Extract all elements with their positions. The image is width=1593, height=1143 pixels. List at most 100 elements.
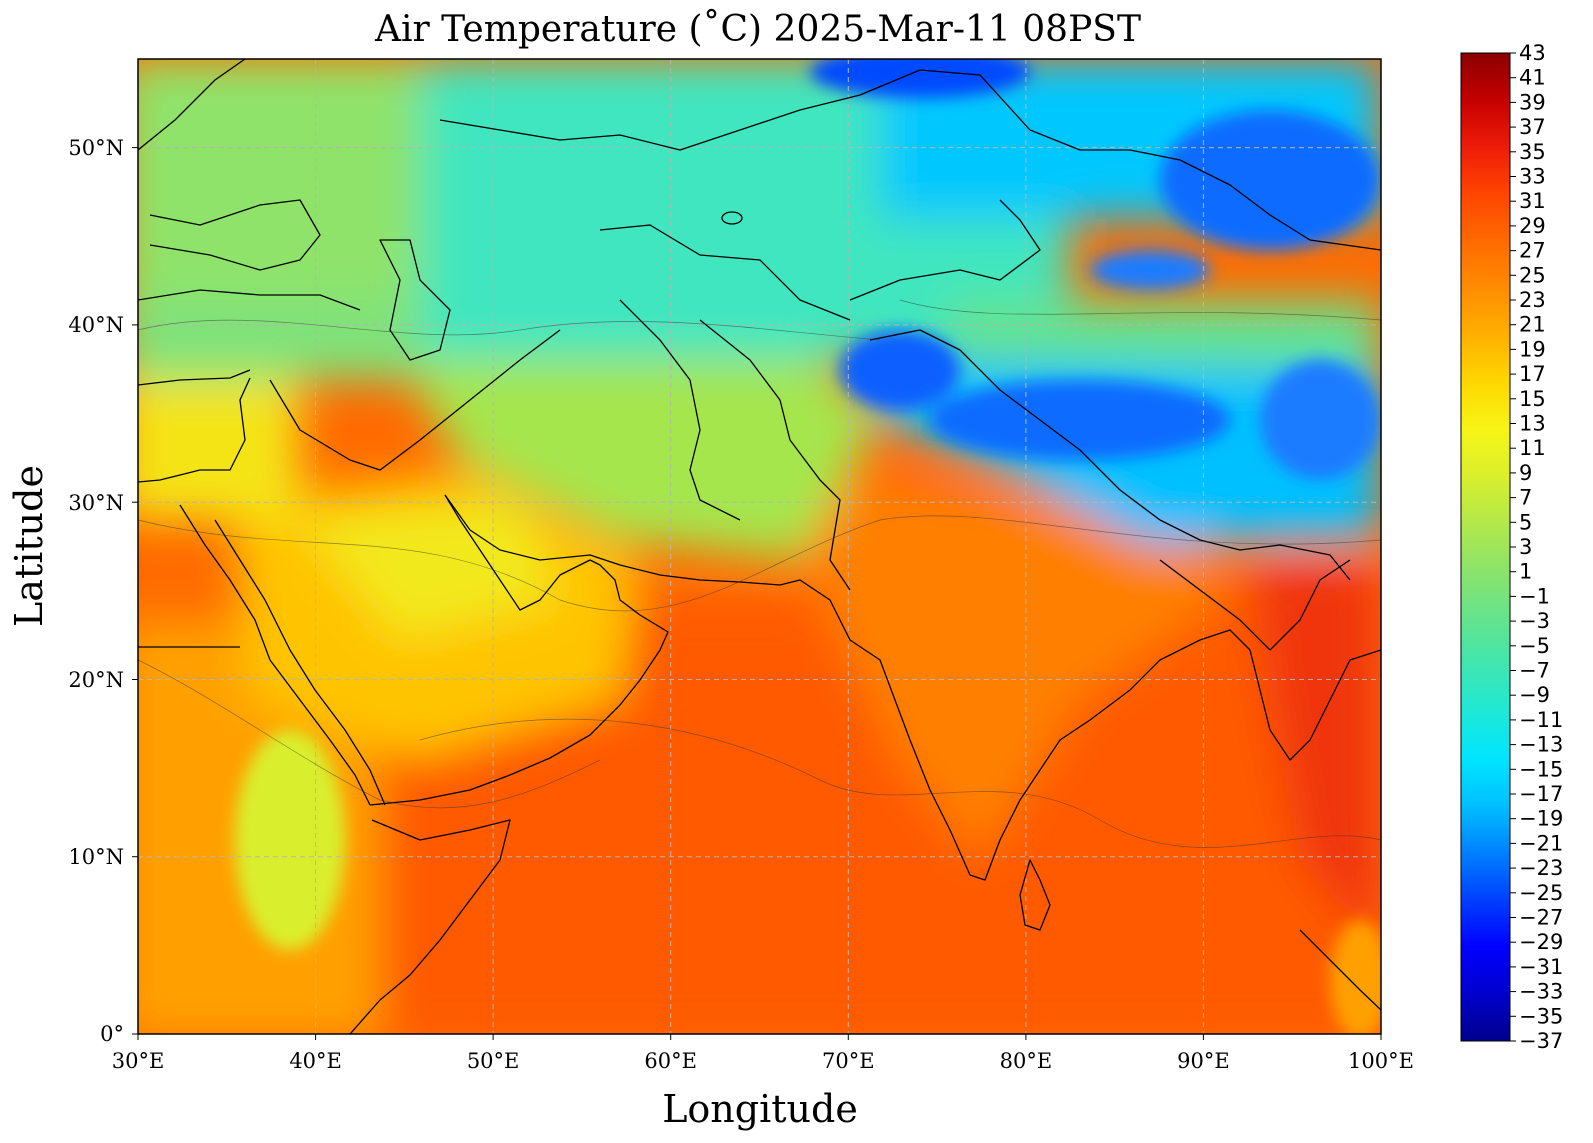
colorbar-tick-label: −5	[1519, 634, 1550, 658]
colorbar-tick-label: −19	[1519, 807, 1563, 831]
colorbar-tick-label: 1	[1519, 560, 1532, 584]
isotherm-3	[899, 299, 1381, 321]
field-core-mongolia	[1160, 110, 1380, 250]
y-tick-label: 10°N	[68, 845, 124, 869]
colorbar-tick-label: 27	[1519, 239, 1546, 263]
field-southeast-asia	[1250, 560, 1380, 950]
field-core-north	[810, 59, 1030, 98]
colorbar-tick-label: −9	[1519, 683, 1550, 707]
border-iran-afghan	[619, 299, 741, 521]
colorbar-ticks: 434139373533312927252321191715131197531−…	[1510, 41, 1563, 1053]
x-tick-label: 30°E	[112, 1049, 165, 1073]
colorbar-tick-label: −1	[1519, 584, 1550, 608]
colorbar: 434139373533312927252321191715131197531−…	[1460, 41, 1563, 1053]
colorbar-tick-label: 23	[1519, 288, 1546, 312]
coast-arabian-peninsula	[369, 494, 669, 806]
colorbar-tick-label: 35	[1519, 140, 1546, 164]
grid	[138, 59, 1381, 1034]
colorbar-tick-label: 21	[1519, 313, 1546, 337]
coast-red-sea-east	[214, 519, 386, 806]
y-tick-label: 0°	[100, 1022, 124, 1046]
border-iraq-iran	[269, 329, 561, 471]
coast-sumatra	[1299, 929, 1381, 1011]
border-bangladesh	[1159, 559, 1271, 651]
field-levant	[138, 370, 300, 520]
colorbar-tick-label: 29	[1519, 214, 1546, 238]
coast-levant	[138, 377, 251, 483]
coastlines-and-borders	[138, 59, 1381, 1034]
coast-south-asia	[444, 494, 1381, 881]
colorbar-tick-label: −21	[1519, 831, 1563, 855]
y-axis-label: Latitude	[7, 465, 51, 627]
border-kyrgyz-china	[849, 199, 1041, 301]
x-axis-label: Longitude	[662, 1087, 858, 1131]
field-core-qinghai	[1260, 360, 1380, 480]
colorbar-bar	[1460, 52, 1511, 1042]
colorbar-tick-label: −7	[1519, 659, 1550, 683]
coast-caspian	[379, 239, 451, 361]
field-india	[790, 480, 1220, 860]
border-myanmar	[1269, 559, 1351, 651]
field-soft-regions	[138, 59, 1380, 1034]
colorbar-tick-label: 15	[1519, 387, 1546, 411]
colorbar-tick-label: −31	[1519, 955, 1563, 979]
colorbar-tick-label: 7	[1519, 486, 1532, 510]
isotherm-2	[138, 319, 881, 341]
colorbar-tick-label: 11	[1519, 436, 1546, 460]
border-russia-kazakhstan	[439, 69, 1031, 151]
colorbar-tick-label: 17	[1519, 362, 1546, 386]
colorbar-tick-label: 13	[1519, 412, 1546, 436]
field-iran-plateau	[380, 300, 880, 560]
y-tick-label: 30°N	[68, 491, 124, 515]
colorbar-tick-label: 33	[1519, 165, 1546, 189]
field-tarim	[940, 300, 1380, 370]
colorbar-tick-label: −13	[1519, 733, 1563, 757]
colorbar-tick-label: 31	[1519, 189, 1546, 213]
colorbar-tick-label: 5	[1519, 510, 1532, 534]
field-arabia-interior	[300, 500, 560, 640]
colorbar-tick-label: −29	[1519, 930, 1563, 954]
x-tick-label: 70°E	[822, 1049, 875, 1073]
colorbar-tick-label: −15	[1519, 757, 1563, 781]
colorbar-tick-label: −37	[1519, 1029, 1563, 1053]
y-tick-label: 50°N	[68, 136, 124, 160]
colorbar-tick-label: −17	[1519, 782, 1563, 806]
y-tick-label: 20°N	[68, 668, 124, 692]
x-tick-label: 40°E	[289, 1049, 342, 1073]
coast-turkey-south	[138, 369, 251, 386]
isotherm-1	[138, 515, 1381, 612]
coast-black-sea	[149, 199, 321, 271]
coast-aral-sea	[721, 211, 743, 225]
field-core-tianshan	[1090, 250, 1210, 290]
isotherm-5	[419, 718, 1381, 848]
field-core-tibet	[930, 380, 1230, 460]
field-cold-cores	[235, 59, 1381, 1034]
coast-red-sea-west	[179, 504, 371, 806]
colorbar-tick-label: −25	[1519, 881, 1563, 905]
coast-horn-of-africa	[349, 819, 511, 1034]
temperature-field	[138, 59, 1381, 1034]
x-tick-label: 100°E	[1348, 1049, 1414, 1073]
colorbar-tick-label: 25	[1519, 263, 1546, 287]
field-ethiopian-highlands	[235, 730, 345, 950]
isotherm-contours	[138, 299, 1381, 848]
plot-title: Air Temperature (˚C) 2025-Mar-11 08PST	[374, 9, 1141, 50]
coast-sri-lanka	[1019, 859, 1051, 931]
border-afghan-pakistan	[699, 319, 851, 591]
x-tick-label: 50°E	[467, 1049, 520, 1073]
colorbar-tick-label: 41	[1519, 66, 1546, 90]
border-uzbek	[599, 224, 851, 321]
colorbar-tick-label: 37	[1519, 115, 1546, 139]
colorbar-tick-label: 39	[1519, 90, 1546, 114]
border-baltic	[138, 59, 246, 151]
colorbar-tick-label: −27	[1519, 906, 1563, 930]
colorbar-tick-label: −11	[1519, 708, 1563, 732]
colorbar-tick-label: −23	[1519, 856, 1563, 880]
field-core-pamir	[840, 330, 960, 410]
colorbar-tick-label: 43	[1519, 41, 1546, 65]
colorbar-tick-label: −33	[1519, 980, 1563, 1004]
y-axis: 0° 10°N 20°N 30°N 40°N 50°N	[68, 136, 138, 1046]
plot-frame	[137, 58, 1382, 1035]
x-axis: 30°E 40°E 50°E 60°E 70°E 80°E 90°E 100°E	[112, 1034, 1414, 1073]
